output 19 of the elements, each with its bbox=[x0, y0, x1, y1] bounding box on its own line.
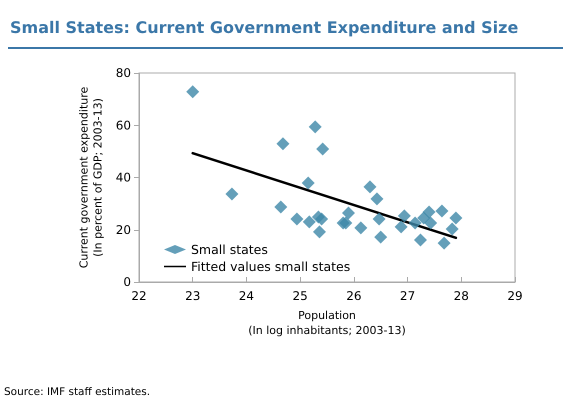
legend-label: Fitted values small states bbox=[191, 259, 350, 274]
x-axis-title: Population (In log inhabitants; 2003-13) bbox=[248, 309, 406, 337]
x-tick-label: 28 bbox=[454, 289, 469, 303]
y-tick-label: 0 bbox=[123, 275, 131, 289]
x-tick-label: 23 bbox=[185, 289, 200, 303]
y-tick-label: 60 bbox=[116, 118, 131, 132]
x-tick-label: 29 bbox=[507, 289, 523, 303]
x-tick-label: 27 bbox=[400, 289, 416, 303]
y-axis-title: Current government expenditure (In percent of GDP; 2003-13) bbox=[77, 86, 104, 268]
chart-title: Small States: Current Government Expenditure and Size bbox=[10, 18, 518, 37]
source-note: Source: IMF staff estimates. bbox=[4, 386, 150, 398]
y-tick-label: 40 bbox=[116, 170, 131, 184]
legend-label: Small states bbox=[191, 242, 268, 257]
x-tick-label: 25 bbox=[292, 289, 308, 303]
x-tick-label: 24 bbox=[238, 289, 254, 303]
x-tick-label: 26 bbox=[346, 289, 362, 303]
y-tick-label: 80 bbox=[116, 66, 131, 80]
x-tick-label: 22 bbox=[131, 289, 147, 303]
y-tick-label: 20 bbox=[116, 222, 131, 237]
